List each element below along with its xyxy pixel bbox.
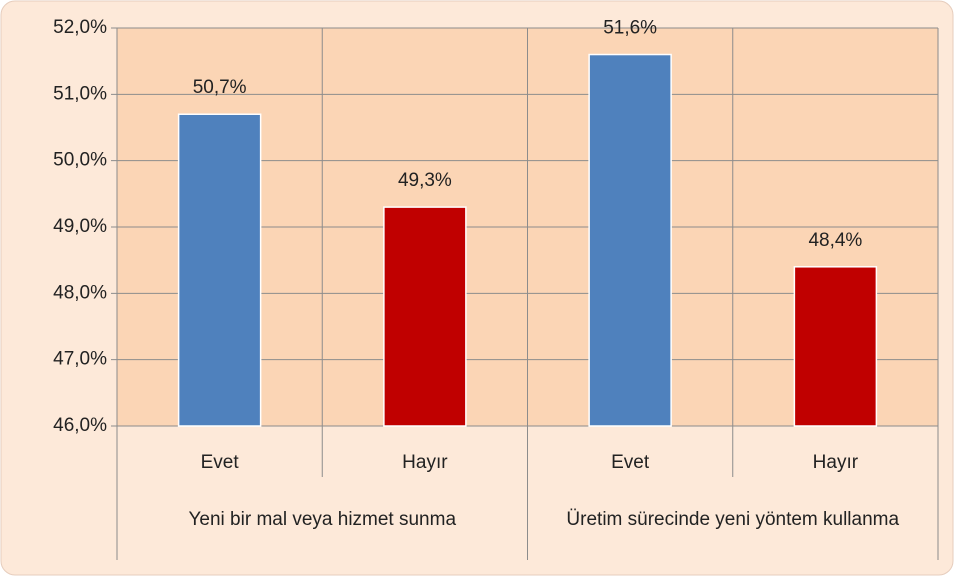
x-tick-label: Hayır [402, 452, 448, 473]
bar [383, 206, 467, 427]
y-tick-label: 52,0% [53, 17, 107, 38]
bar [177, 113, 262, 427]
y-tick-label: 47,0% [53, 349, 107, 370]
x-tick-label: Hayır [813, 452, 859, 473]
data-label: 49,3% [398, 170, 452, 191]
y-tick-label: 49,0% [53, 216, 107, 237]
data-label: 50,7% [193, 77, 247, 98]
data-label: 51,6% [603, 18, 657, 39]
group-label: Yeni bir mal veya hizmet sunma [188, 509, 457, 530]
y-tick-label: 51,0% [53, 83, 107, 104]
y-tick-label: 48,0% [53, 282, 107, 303]
x-tick-label: Evet [201, 452, 240, 473]
y-tick-label: 46,0% [53, 415, 107, 436]
y-tick-label: 50,0% [53, 150, 107, 171]
data-label: 48,4% [808, 230, 862, 251]
bar [793, 266, 878, 427]
group-label: Üretim sürecinde yeni yöntem kullanma [566, 509, 900, 530]
bar [588, 53, 672, 427]
x-tick-label: Evet [611, 452, 650, 473]
